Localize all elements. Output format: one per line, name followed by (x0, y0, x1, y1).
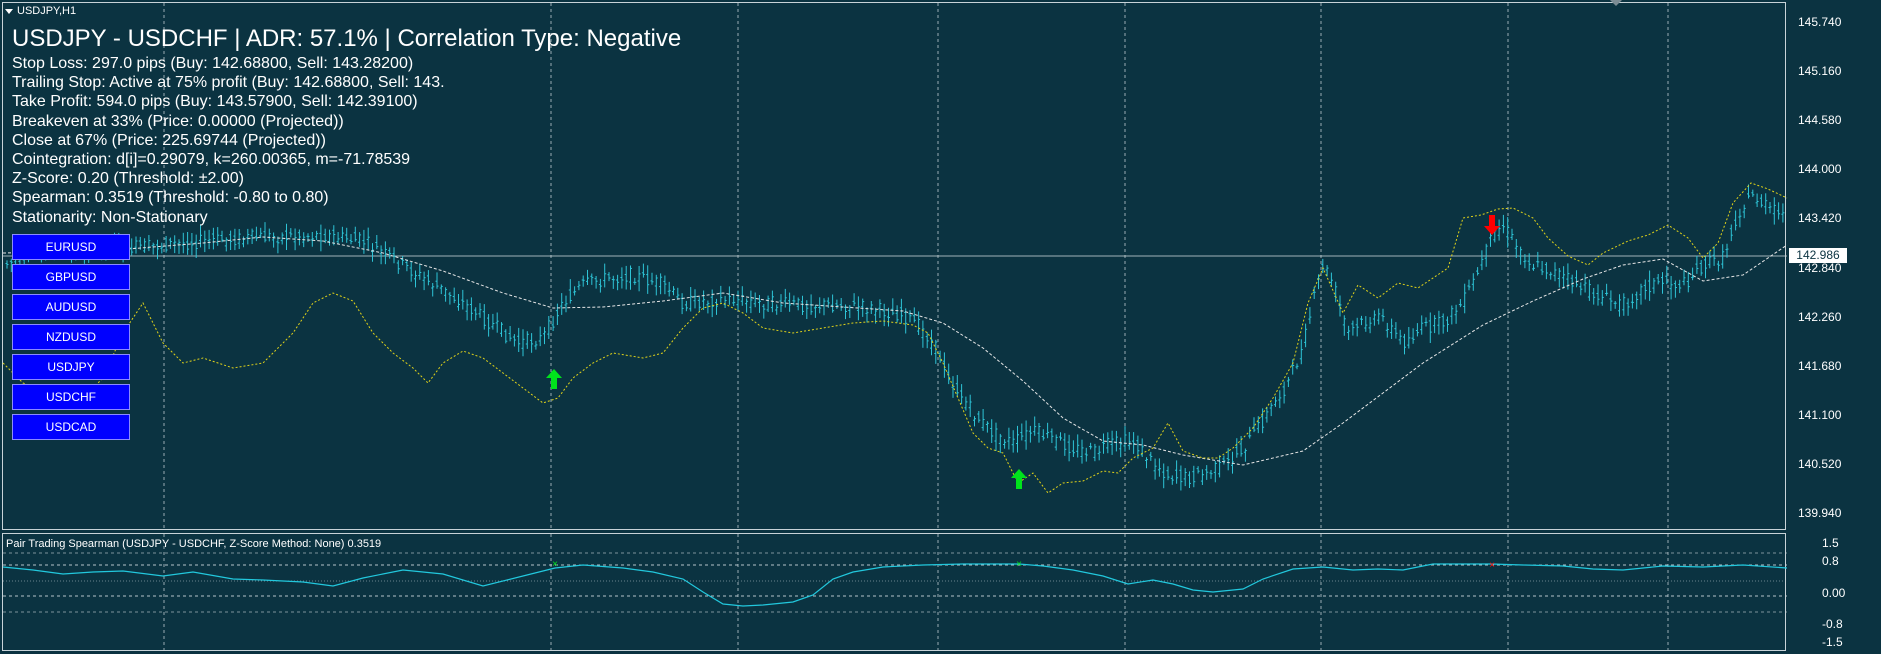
sell-signal-down-arrow-icon (1484, 215, 1500, 235)
eurusd-button[interactable]: EURUSD (12, 234, 130, 260)
pair-price-line (2, 182, 1788, 494)
price-label: 145.160 (1798, 64, 1842, 78)
current-price-tag: 142.986 (1789, 248, 1847, 263)
indicator-scale-label: -0.8 (1822, 617, 1843, 631)
window-tab[interactable]: USDJPY,H1 (5, 5, 76, 17)
buy-marker-icon: × (552, 559, 558, 570)
stationarity-info: Stationarity: Non-Stationary (12, 208, 208, 226)
chart-shift-marker-icon[interactable] (1610, 0, 1622, 6)
price-label: 145.740 (1798, 15, 1842, 29)
indicator-scale-label: 0.8 (1822, 554, 1839, 568)
main-chart-pane[interactable] (2, 2, 1788, 531)
trailing-stop-info: Trailing Stop: Active at 75% profit (Buy… (12, 74, 445, 92)
symbol-button-group: EURUSD GBPUSD AUDUSD NZDUSD USDJPY USDCH… (12, 234, 130, 444)
price-label: 141.680 (1798, 359, 1842, 373)
window-tab-label: USDJPY,H1 (17, 5, 77, 17)
buy-marker-icon: × (1016, 559, 1022, 570)
price-label: 141.100 (1798, 408, 1842, 422)
usdchf-button[interactable]: USDCHF (12, 384, 130, 410)
moving-average-line (2, 236, 1788, 466)
price-label: 142.840 (1798, 261, 1842, 275)
close-info: Close at 67% (Price: 225.69744 (Projecte… (12, 131, 326, 149)
price-label: 144.000 (1798, 162, 1842, 176)
usdjpy-button[interactable]: USDJPY (12, 354, 130, 380)
spearman-line (2, 563, 1788, 607)
indicator-pane[interactable]: × × × (2, 533, 1788, 652)
triangle-down-icon[interactable] (5, 8, 13, 14)
spearman-info: Spearman: 0.3519 (Threshold: -0.80 to 0.… (12, 189, 329, 207)
pair-title: USDJPY - USDCHF | ADR: 57.1% | Correlati… (12, 25, 682, 52)
price-label: 140.520 (1798, 457, 1842, 471)
gbpusd-button[interactable]: GBPUSD (12, 264, 130, 290)
sell-marker-icon: × (1489, 560, 1495, 571)
buy-signal-up-arrow-icon (1011, 469, 1027, 489)
audusd-button[interactable]: AUDUSD (12, 294, 130, 320)
indicator-label: Pair Trading Spearman (USDJPY - USDCHF, … (6, 538, 382, 550)
price-label: 142.260 (1798, 310, 1842, 324)
z-score-info: Z-Score: 0.20 (Threshold: ±2.00) (12, 170, 244, 188)
buy-signal-up-arrow-icon (546, 369, 562, 389)
nzdusd-button[interactable]: NZDUSD (12, 324, 130, 350)
stop-loss-info: Stop Loss: 297.0 pips (Buy: 142.68800, S… (12, 55, 414, 72)
indicator-scale-label: 0.00 (1822, 586, 1846, 600)
price-label: 144.580 (1798, 113, 1842, 127)
spearman-chart[interactable]: × × × (2, 534, 1788, 652)
indicator-scale-label: 1.5 (1822, 536, 1839, 550)
info-panel: Stop Loss: 297.0 pips (Buy: 142.68800, S… (12, 54, 445, 227)
breakeven-info: Breakeven at 33% (Price: 0.00000 (Projec… (12, 112, 344, 130)
cointegration-info: Cointegration: d[i]=0.29079, k=260.00365… (12, 150, 411, 168)
usdcad-button[interactable]: USDCAD (12, 414, 130, 440)
price-label: 139.940 (1798, 506, 1842, 520)
indicator-scale-label: -1.5 (1822, 635, 1843, 649)
take-profit-info: Take Profit: 594.0 pips (Buy: 143.57900,… (12, 93, 418, 111)
price-label: 143.420 (1798, 211, 1842, 225)
